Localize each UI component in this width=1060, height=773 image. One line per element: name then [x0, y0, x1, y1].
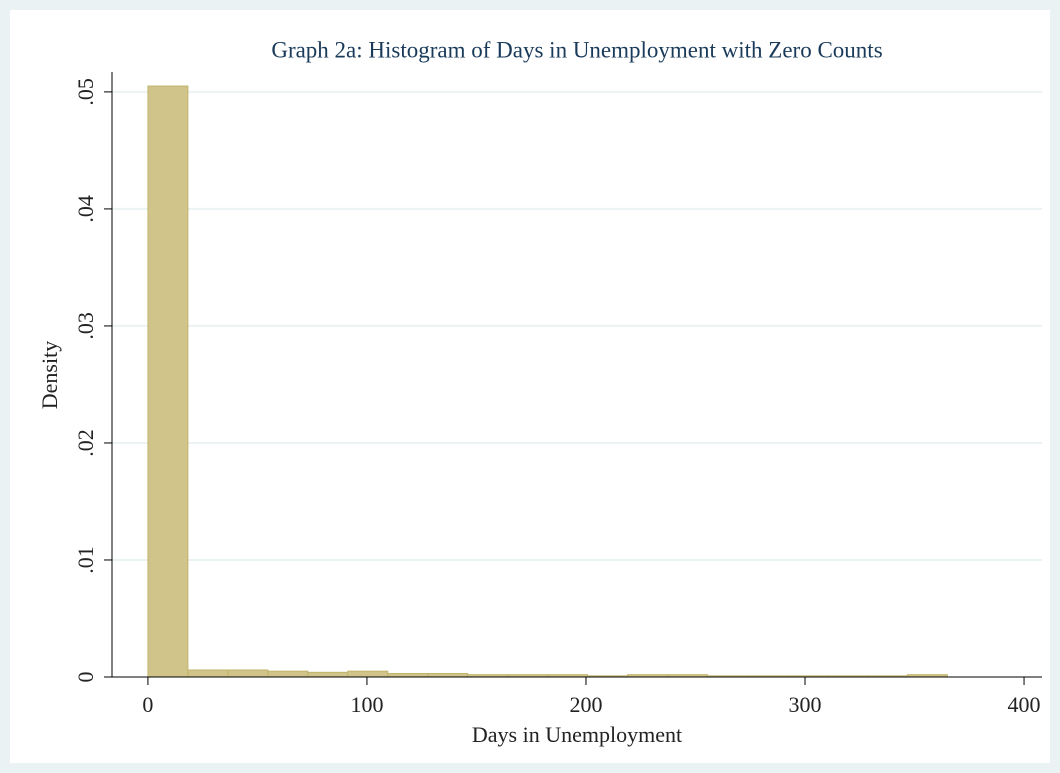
bar [427, 672, 469, 678]
x-tick-label: 300 [789, 692, 822, 717]
y-tick-label: .04 [73, 195, 98, 223]
y-tick-label: .05 [73, 78, 98, 106]
bar [147, 85, 189, 678]
x-tick-label: 400 [1008, 692, 1041, 717]
y-tick-label: .03 [73, 312, 98, 340]
x-tick-label: 100 [350, 692, 383, 717]
y-tick-label: 0 [73, 672, 98, 683]
chart-title: Graph 2a: Histogram of Days in Unemploym… [271, 37, 882, 62]
x-tick-label: 200 [569, 692, 602, 717]
bar [347, 670, 389, 678]
bar [187, 669, 229, 678]
bar [387, 672, 429, 678]
bar [227, 669, 269, 678]
x-axis-label: Days in Unemployment [472, 722, 682, 747]
bar [307, 671, 349, 678]
y-tick-label: .01 [73, 546, 98, 574]
y-axis-label: Density [37, 341, 62, 409]
x-tick-label: 0 [142, 692, 153, 717]
y-tick-label: .02 [73, 429, 98, 457]
bar [267, 670, 309, 678]
